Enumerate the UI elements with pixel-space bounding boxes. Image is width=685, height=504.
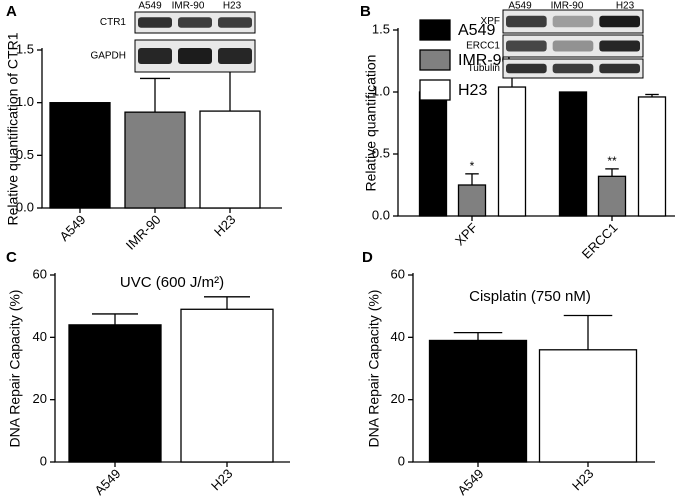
blot-band bbox=[552, 63, 594, 74]
panel-label: A bbox=[6, 3, 17, 20]
x-tick-label: H23 bbox=[208, 466, 235, 493]
y-tick-label: 1.5 bbox=[16, 41, 34, 56]
chart-title: UVC (600 J/m²) bbox=[120, 274, 224, 291]
blot-lane-label: H23 bbox=[616, 1, 635, 12]
legend-swatch bbox=[419, 19, 451, 41]
blot-band bbox=[599, 15, 640, 28]
bar bbox=[428, 339, 528, 463]
y-tick-label: 60 bbox=[33, 266, 47, 281]
legend-swatch bbox=[419, 49, 451, 71]
error-bar bbox=[92, 313, 138, 325]
x-tick-label: A549 bbox=[454, 466, 486, 498]
error-bar bbox=[204, 296, 250, 310]
blot-lane-label: IMR-90 bbox=[172, 1, 205, 12]
blot-band bbox=[506, 40, 547, 52]
blot-band bbox=[138, 17, 172, 28]
panel-label: D bbox=[362, 249, 373, 266]
blot-lane-label: A549 bbox=[508, 1, 532, 12]
bar bbox=[558, 91, 588, 217]
blot-band bbox=[599, 40, 640, 52]
blot-band bbox=[552, 15, 594, 28]
y-tick-label: 40 bbox=[33, 329, 47, 344]
x-tick-label: IMR-90 bbox=[123, 212, 164, 253]
bar bbox=[597, 175, 627, 217]
y-axis-label: Relative quantification bbox=[363, 55, 379, 192]
blot-band bbox=[138, 48, 172, 64]
error-bar bbox=[605, 168, 619, 177]
blot-band bbox=[552, 40, 594, 52]
legend-label: A549 bbox=[458, 22, 495, 39]
blot-band bbox=[178, 17, 212, 28]
blot-row-label: Tubulin bbox=[468, 63, 500, 74]
bar bbox=[68, 324, 162, 463]
blot-band bbox=[218, 48, 252, 64]
y-tick-label: 0 bbox=[398, 453, 405, 468]
y-tick-label: 0.5 bbox=[372, 145, 390, 160]
bar bbox=[199, 110, 261, 209]
y-tick-label: 1.0 bbox=[16, 94, 34, 109]
blot-band bbox=[506, 15, 547, 28]
blot-row-label: GAPDH bbox=[90, 51, 126, 62]
blot-band bbox=[599, 63, 640, 74]
blot-band bbox=[218, 17, 252, 28]
y-tick-label: 0.0 bbox=[16, 199, 34, 214]
x-tick-label: ERCC1 bbox=[579, 220, 621, 262]
y-tick-label: 40 bbox=[391, 329, 405, 344]
bar bbox=[497, 86, 527, 217]
y-tick-label: 0.5 bbox=[16, 147, 34, 162]
blot-row-label: CTR1 bbox=[100, 17, 127, 28]
blot-lane-label: H23 bbox=[223, 1, 242, 12]
bar bbox=[457, 184, 487, 217]
error-bar bbox=[140, 77, 170, 113]
panel-label: B bbox=[360, 3, 371, 20]
y-tick-label: 60 bbox=[391, 266, 405, 281]
bar bbox=[637, 96, 667, 217]
y-axis-label: DNA Repair Capacity (%) bbox=[7, 290, 23, 448]
panel-label: C bbox=[6, 249, 17, 266]
y-tick-label: 1.5 bbox=[372, 21, 390, 36]
error-bar bbox=[563, 314, 613, 350]
error-bar bbox=[465, 173, 479, 185]
legend-swatch bbox=[419, 79, 451, 101]
y-tick-label: 0.0 bbox=[372, 207, 390, 222]
chart-title: Cisplatin (750 nM) bbox=[469, 288, 591, 305]
legend-label: H23 bbox=[458, 82, 487, 99]
bar bbox=[124, 111, 186, 209]
bar bbox=[49, 102, 111, 209]
error-bar bbox=[215, 67, 245, 112]
error-bar bbox=[645, 93, 659, 97]
significance-mark: * bbox=[470, 159, 475, 173]
bar bbox=[538, 349, 638, 463]
blot-row-label: XPF bbox=[481, 16, 500, 27]
significance-mark: ** bbox=[607, 154, 617, 168]
blot-lane-label: IMR-90 bbox=[551, 1, 584, 12]
blot-band bbox=[506, 63, 547, 74]
y-tick-label: 20 bbox=[33, 391, 47, 406]
y-tick-label: 0 bbox=[40, 453, 47, 468]
x-tick-label: XPF bbox=[452, 220, 481, 249]
blot-row-label: ERCC1 bbox=[466, 41, 500, 52]
blot-lane-label: A549 bbox=[138, 1, 162, 12]
bar bbox=[418, 91, 448, 217]
blot-band bbox=[178, 48, 212, 64]
x-tick-label: H23 bbox=[569, 466, 596, 493]
x-tick-label: A549 bbox=[91, 466, 123, 498]
y-axis-label: Relative quantification of CTR1 bbox=[5, 32, 21, 225]
y-axis-label: DNA Repair Capacity (%) bbox=[366, 290, 382, 448]
legend-label: IMR-90 bbox=[458, 52, 511, 69]
y-tick-label: 20 bbox=[391, 391, 405, 406]
y-tick-label: 1.0 bbox=[372, 83, 390, 98]
x-tick-label: H23 bbox=[211, 212, 238, 239]
bar bbox=[180, 308, 274, 463]
error-bar bbox=[453, 332, 503, 341]
x-tick-label: A549 bbox=[56, 212, 88, 244]
